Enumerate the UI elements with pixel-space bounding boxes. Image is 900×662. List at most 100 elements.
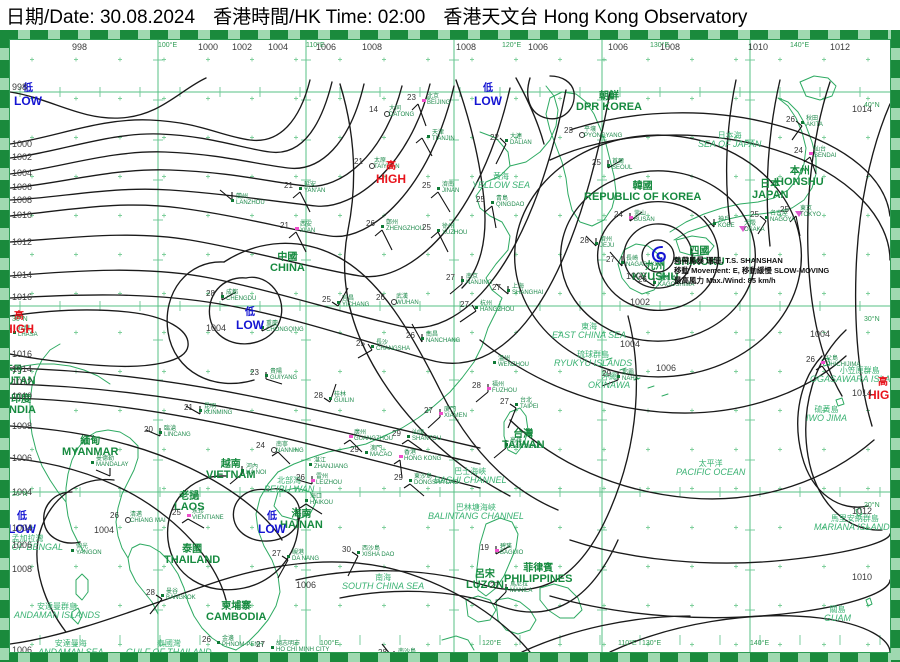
country-name-cn: 九州 — [645, 261, 666, 272]
country-name-en: LAOS — [174, 501, 205, 513]
station-name-en: TIANJIN — [432, 136, 455, 142]
country-name-cn: 呂宋 — [474, 569, 495, 580]
station-temperature: 28 — [314, 391, 323, 400]
station-marker — [399, 455, 403, 458]
station-marker — [187, 514, 191, 517]
station-name-cn: 福州 — [492, 382, 505, 388]
station-name-cn: 天津 — [432, 130, 445, 136]
station-name-en: BUSAN — [634, 217, 655, 223]
isobar-label-inline: 1004 — [94, 525, 115, 535]
station-name-en: GUIYANG — [270, 375, 298, 381]
station-label-da-nang: 峴港 DA NANG — [292, 550, 319, 562]
sea-name-en: ANDAMAN SEA — [38, 647, 104, 653]
station-marker — [437, 229, 440, 232]
station-marker — [231, 199, 234, 202]
country-name-en: BHUTAN — [10, 375, 36, 387]
station-marker — [349, 435, 353, 438]
latitude-tick: 30°N — [864, 316, 880, 323]
station-marker — [241, 469, 244, 472]
isobar-label-left: 1012 — [12, 237, 33, 247]
isobar-label-top: 1008 — [362, 42, 383, 52]
isobar-label-inline: 1004 — [810, 329, 831, 339]
pressure-centre-low: 低 LOW — [258, 511, 286, 535]
isobar-label-left: 1014 — [12, 270, 33, 280]
station-marker — [407, 435, 410, 438]
latitude-tick: 20°N — [12, 491, 28, 498]
country-label-luzon: 呂宋 LUZON — [466, 570, 504, 591]
station-name-cn: 北京 — [427, 94, 440, 100]
station-label-chiang-mai: 清邁 CHIANG MAI — [130, 512, 166, 524]
station-marker — [217, 641, 220, 644]
longitude-tick: 140°E — [750, 640, 770, 647]
station-temperature: 27 — [446, 273, 455, 282]
station-marker — [371, 345, 374, 348]
sea-name-en: BALINTANG CHANNEL — [428, 511, 524, 521]
sea-label-andaman-islands: 安達曼群島 ANDAMAN ISLANDS — [14, 603, 100, 620]
station-name-cn: 澳門 — [370, 446, 383, 452]
station-temperature: 27 — [490, 581, 499, 590]
station-name-en: YICHANG — [342, 302, 370, 308]
station-label-jinan: 濟南 JINAN — [442, 182, 459, 194]
isobar-label-left: 1006 — [12, 540, 33, 550]
station-temperature: 28 — [146, 588, 155, 597]
station-label-yan-an: 延安 YAN'AN — [304, 182, 325, 194]
country-name-cn: 韓國 — [632, 181, 653, 192]
isobar-label-left: 1006 — [12, 453, 33, 463]
station-name-en: MANDALAY — [96, 462, 129, 468]
station-marker — [461, 279, 464, 282]
station-name-en: SENDAI — [814, 153, 837, 159]
station-name-cn: 台北 — [520, 398, 533, 404]
station-marker — [265, 374, 268, 377]
station-label-bangkok: 曼谷 BANGKOK — [166, 589, 196, 601]
station-label-hong-kong: 香港 HONG KONG — [404, 450, 441, 462]
pressure-centre-cn: 高 — [386, 161, 396, 172]
station-marker — [505, 587, 508, 590]
station-name-cn: 鹿兒島 — [658, 276, 677, 282]
typhoon-symbol — [650, 244, 670, 270]
station-name-cn: 武漢 — [396, 294, 409, 300]
sea-name-en: PACIFIC OCEAN — [676, 467, 746, 477]
station-name-cn: 名古屋 — [770, 211, 789, 217]
station-name-en: BEIJING — [427, 100, 451, 106]
station-marker — [221, 295, 224, 298]
isobar-label-right: 1014 — [852, 104, 873, 114]
station-name-cn: 神戶 — [718, 217, 731, 223]
station-name-en: GUANGZHOU — [354, 436, 393, 442]
isobar-label-left: 1002 — [12, 152, 33, 162]
station-name-cn: 馬尼拉 — [510, 582, 529, 588]
sea-label-pacific-ocean: 太平洋 PACIFIC OCEAN — [676, 460, 745, 477]
pressure-centre-cn: 低 — [483, 83, 493, 94]
country-label-philippines: 菲律賓 PHILIPPINES — [504, 564, 572, 585]
station-marker — [384, 111, 390, 117]
station-name-en: GAOXIONG — [510, 444, 543, 450]
station-label-macao: 澳門 MACAO — [370, 446, 392, 458]
isobar-label-left: 1010 — [12, 210, 33, 220]
station-name-cn: 碧瑤 — [500, 544, 513, 550]
sea-name-en: IWO JIMA — [806, 413, 847, 423]
station-label-guangzhou: 廣州 GUANGZHOU — [354, 430, 393, 442]
country-name-cn: 日本 — [760, 179, 781, 190]
isobar-label-left: 1008 — [12, 195, 33, 205]
station-marker — [491, 201, 494, 204]
station-label-wenzhou: 溫州 WENZHOU — [498, 356, 529, 368]
station-name-en: NAGOYA — [770, 217, 796, 223]
country-name-cn: 中國 — [277, 252, 298, 263]
station-label-lhasa: 拉薩 LHASA — [18, 326, 38, 338]
station-marker — [287, 555, 290, 558]
country-name-en: HONSHU — [776, 176, 824, 188]
station-name-cn: 釜山 — [634, 211, 647, 217]
station-name-en: XISHA DAO — [362, 552, 395, 558]
country-name-en: CHINA — [270, 262, 305, 274]
isobar-label-left: 1000 — [12, 139, 33, 149]
station-name-en: MANILA — [510, 588, 533, 594]
sea-label-sea-of-japan: 日本海 SEA OF JAPAN — [698, 132, 761, 149]
station-marker — [299, 187, 302, 190]
station-label-nanning: 南寧 NANNING — [276, 442, 304, 454]
chart-border-top — [0, 30, 900, 39]
station-name-en: XIAMEN — [444, 413, 468, 419]
station-name-en: HANGZHOU — [480, 307, 515, 313]
country-name-cn: 不丹 — [10, 365, 23, 376]
sea-name-cn: 太平洋 — [698, 459, 723, 468]
station-temperature: 21 — [354, 157, 363, 166]
